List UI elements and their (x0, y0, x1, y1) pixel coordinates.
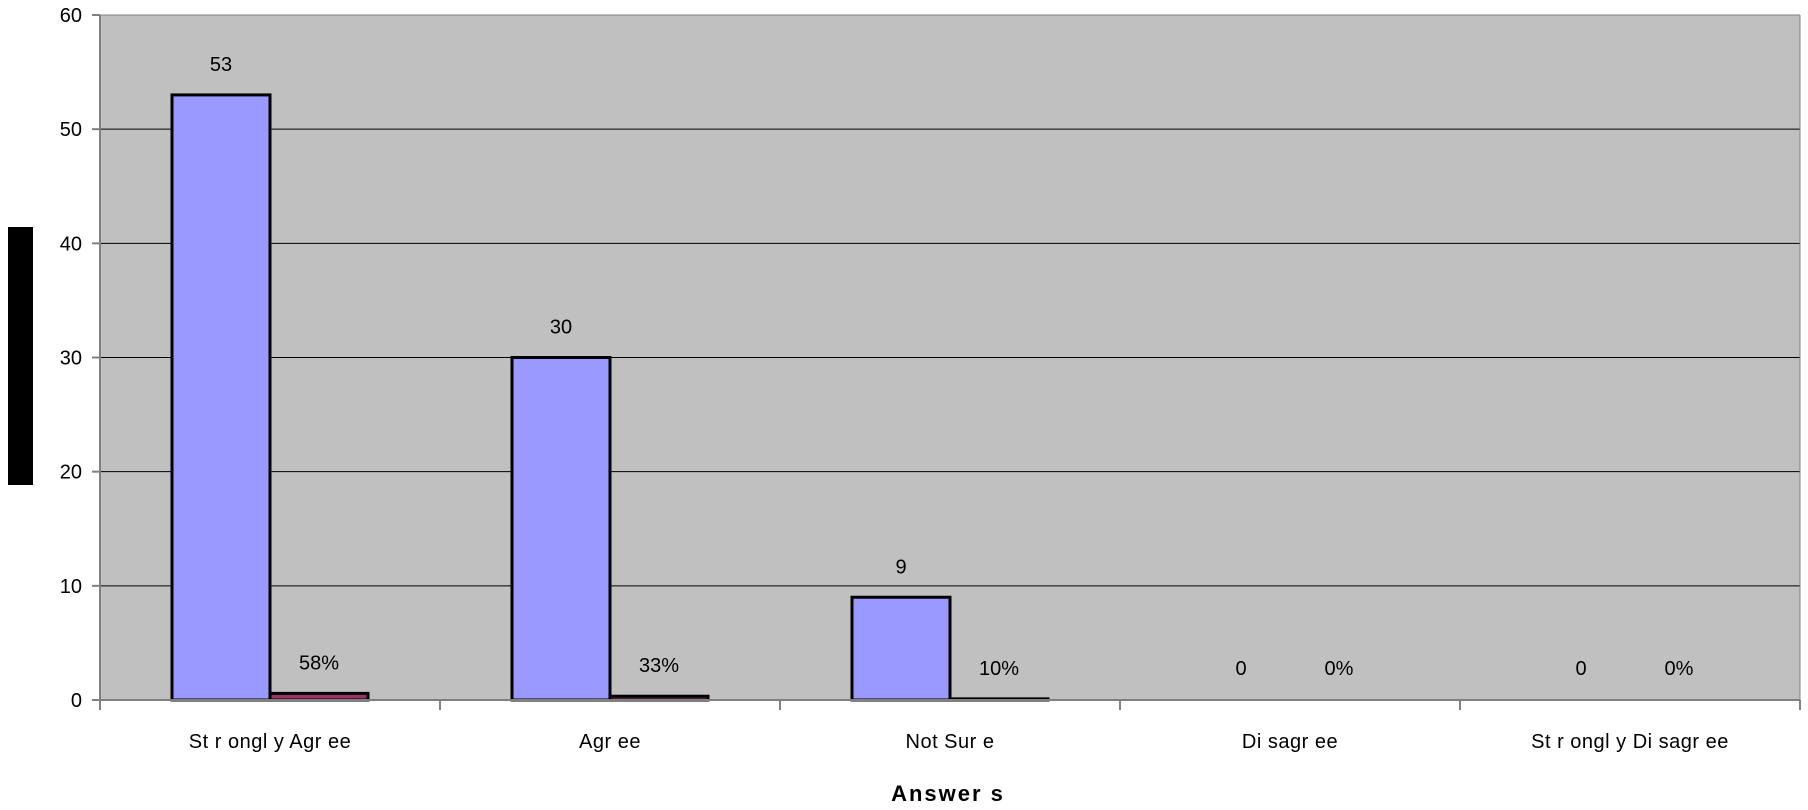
data-label: 53 (210, 54, 232, 76)
x-axis-tick-labels: St r ongl y Agr ee Agr ee Not Sur e Di sagr… (189, 731, 1729, 753)
bar-series-1 (510, 356, 612, 702)
y-axis-title-block (8, 227, 33, 485)
y-tick-label: 60 (60, 5, 82, 27)
y-tick-label: 40 (60, 233, 82, 255)
data-label: 0% (1325, 658, 1354, 680)
x-tick-label: Di sagr ee (1242, 731, 1338, 753)
data-label: 30 (550, 317, 572, 339)
y-tick-label: 10 (60, 576, 82, 598)
data-label: 10% (979, 658, 1019, 680)
data-label: 0 (1575, 658, 1586, 680)
data-label: 0 (1235, 658, 1246, 680)
data-label: 33% (639, 655, 679, 677)
data-labels: 53 58% 30 33% 9 10% 0 0% 0 0% (210, 54, 1694, 680)
y-tick-label: 0 (71, 690, 82, 712)
x-tick-label: Agr ee (579, 731, 641, 753)
x-tick-label: St r ongl y Di sagr ee (1531, 731, 1729, 753)
y-tick-label: 20 (60, 462, 82, 484)
y-tick-label: 50 (60, 119, 82, 141)
data-label: 0% (1665, 658, 1694, 680)
bar-series-1 (850, 595, 952, 702)
data-label: 58% (299, 652, 339, 674)
bar-series-1 (170, 93, 272, 702)
y-tick-label: 30 (60, 348, 82, 370)
bars (170, 93, 1050, 702)
x-axis-title: Answer s (891, 781, 1005, 806)
y-axis-tick-labels: 0 10 20 30 40 50 60 (60, 5, 82, 712)
x-tick-label: Not Sur e (906, 731, 995, 753)
data-label: 9 (895, 556, 906, 578)
axes (92, 14, 1801, 710)
x-tick-label: St r ongl y Agr ee (189, 731, 351, 753)
